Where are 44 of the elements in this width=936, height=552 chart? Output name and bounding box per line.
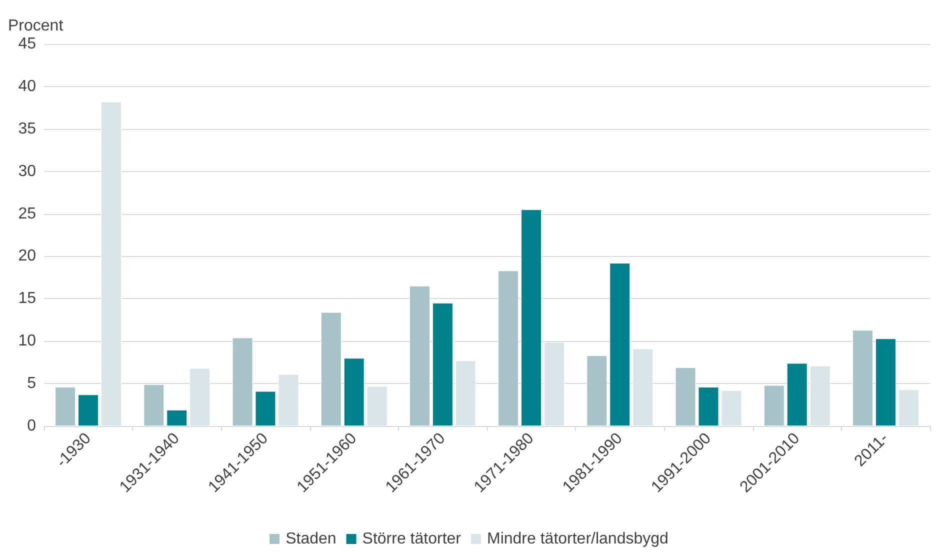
bar bbox=[232, 338, 253, 426]
legend-label: Större tätorter bbox=[362, 530, 462, 548]
y-tick-label: 0 bbox=[27, 418, 36, 434]
bar bbox=[610, 263, 630, 426]
bar bbox=[810, 366, 830, 426]
bar bbox=[144, 384, 164, 426]
bar bbox=[455, 360, 476, 426]
bar bbox=[721, 390, 742, 426]
y-tick-label: 15 bbox=[18, 290, 36, 308]
bar bbox=[675, 367, 696, 426]
bar bbox=[586, 356, 608, 426]
bar bbox=[698, 386, 719, 426]
y-tick-label: 5 bbox=[27, 375, 36, 392]
bar bbox=[166, 410, 188, 426]
bar bbox=[632, 348, 654, 426]
bar bbox=[320, 312, 342, 426]
bar bbox=[786, 363, 808, 426]
bar bbox=[875, 338, 896, 426]
y-tick-label: 20 bbox=[18, 248, 36, 265]
bar bbox=[278, 374, 299, 426]
y-tick-label: 35 bbox=[18, 120, 36, 138]
legend-label: Staden bbox=[286, 530, 336, 548]
y-tick-label: 40 bbox=[18, 78, 36, 95]
bar bbox=[55, 386, 76, 426]
legend-label: Mindre tätorter/landsbygd bbox=[486, 530, 668, 548]
bar bbox=[366, 386, 388, 426]
y-axis-title: Procent bbox=[8, 18, 64, 34]
bar bbox=[852, 330, 873, 426]
y-tick-label: 10 bbox=[18, 332, 36, 350]
bar bbox=[101, 102, 122, 426]
bar bbox=[898, 390, 919, 426]
bar bbox=[78, 394, 99, 426]
y-tick-label: 45 bbox=[18, 36, 36, 52]
bar bbox=[255, 391, 276, 426]
bar bbox=[498, 270, 519, 426]
bar bbox=[764, 385, 784, 426]
bar bbox=[544, 342, 565, 426]
y-tick-label: 25 bbox=[18, 205, 36, 222]
bar bbox=[190, 368, 210, 426]
bar bbox=[344, 358, 364, 426]
bar bbox=[432, 302, 453, 426]
bar bbox=[409, 286, 430, 426]
bar bbox=[521, 210, 542, 426]
y-tick-label: 30 bbox=[18, 162, 36, 180]
